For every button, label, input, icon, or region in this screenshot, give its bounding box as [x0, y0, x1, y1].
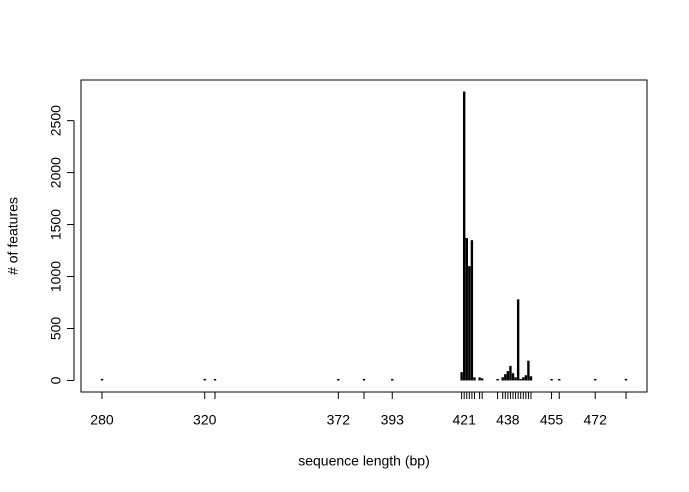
- y-tick-label: 500: [48, 317, 64, 341]
- bar: [514, 377, 517, 381]
- bar: [519, 378, 522, 381]
- bar: [462, 91, 466, 381]
- bar: [529, 376, 533, 381]
- bar: [203, 378, 206, 381]
- bar: [524, 375, 528, 381]
- y-axis-label: # of features: [5, 197, 21, 275]
- x-tick-label: 421: [453, 412, 477, 428]
- x-tick-label: 438: [496, 412, 520, 428]
- bar: [624, 378, 628, 381]
- bar: [100, 378, 104, 381]
- bar: [509, 365, 512, 381]
- bar: [501, 377, 504, 381]
- bar: [496, 378, 499, 381]
- bar: [465, 238, 468, 381]
- x-tick-label: 372: [327, 412, 351, 428]
- bar: [473, 377, 476, 381]
- y-tick-label: 1500: [48, 209, 64, 240]
- bar: [594, 378, 597, 381]
- bar: [511, 373, 515, 381]
- x-tick-label: 472: [584, 412, 608, 428]
- x-tick-label: 280: [90, 412, 114, 428]
- plot-frame: [80, 79, 648, 393]
- bar: [213, 378, 217, 381]
- bar: [550, 378, 553, 381]
- bar: [558, 378, 561, 381]
- bar: [478, 377, 481, 381]
- bar: [468, 266, 471, 381]
- bar: [362, 378, 366, 381]
- x-axis-label: sequence length (bp): [298, 453, 430, 469]
- bar: [480, 378, 484, 381]
- y-tick-label: 1000: [48, 261, 64, 292]
- bar: [527, 360, 530, 381]
- y-tick-label: 0: [48, 376, 64, 384]
- x-tick-label: 320: [193, 412, 217, 428]
- bar: [460, 372, 463, 381]
- y-tick-label: 2000: [48, 157, 64, 188]
- bar: [470, 240, 474, 381]
- bar: [337, 378, 340, 381]
- bar: [391, 378, 394, 381]
- bar: [506, 371, 510, 381]
- bar: [504, 374, 507, 381]
- x-tick-label: 455: [540, 412, 564, 428]
- y-tick-label: 2500: [48, 105, 64, 136]
- x-tick-label: 393: [381, 412, 405, 428]
- bar: [522, 377, 525, 381]
- bar: [516, 299, 520, 381]
